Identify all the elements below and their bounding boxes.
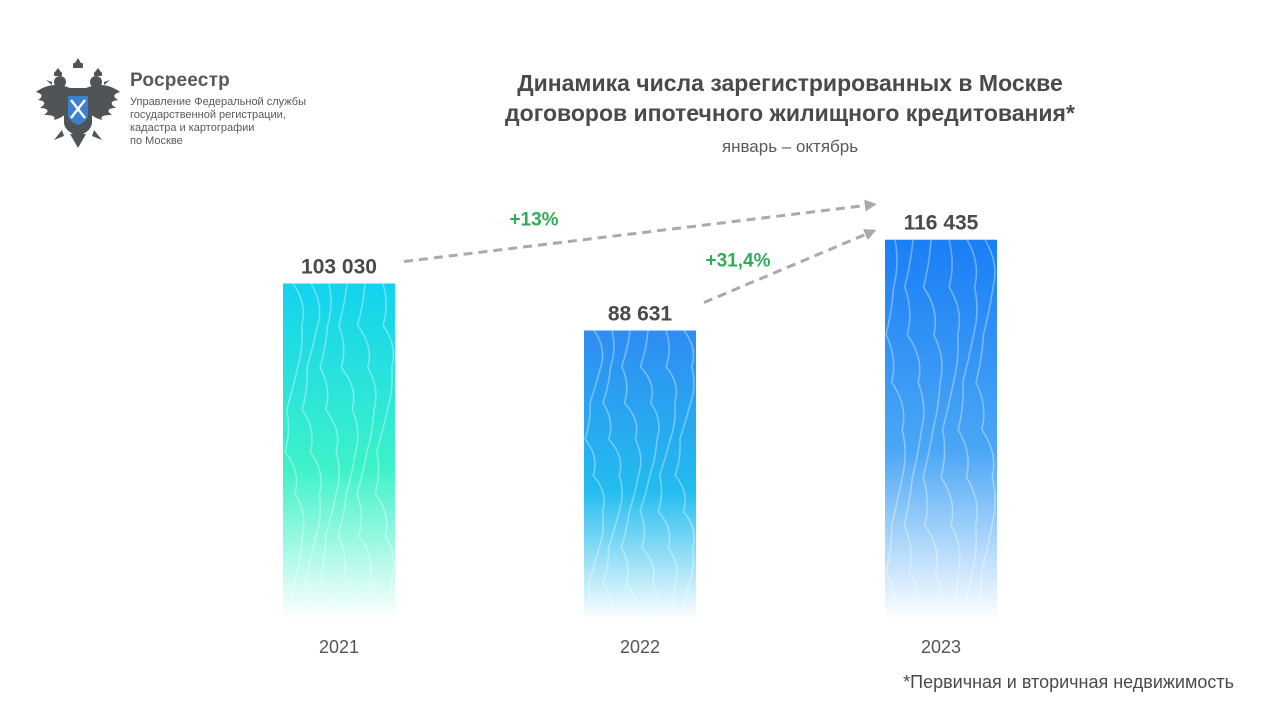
footnote: *Первичная и вторичная недвижимость: [903, 672, 1234, 692]
value-label-2021: 103 030: [301, 255, 377, 278]
value-label-2023: 116 435: [904, 212, 979, 235]
bar-2021: [283, 283, 395, 620]
value-label-2022: 88 631: [608, 303, 673, 326]
category-label-2022: 2022: [620, 637, 660, 657]
org-subtitle: Управление Федеральной службы государств…: [130, 96, 306, 147]
growth-arrow-2021-2023: [403, 199, 877, 263]
category-label-2021: 2021: [319, 637, 359, 657]
bar-2023: [885, 239, 997, 621]
bar-texture: [885, 239, 996, 621]
chart-subtitle: январь – октябрь: [721, 137, 859, 156]
growth-arrow-2022-2023: [703, 228, 877, 304]
org-name: Росреестр: [130, 70, 230, 91]
bar-texture: [284, 283, 395, 620]
double-headed-eagle-emblem-icon: [36, 58, 120, 148]
growth-label-2021-2023: +13%: [509, 209, 558, 230]
logo: Росреестр Управление Федеральной службы …: [34, 56, 324, 156]
bar-texture: [584, 330, 695, 620]
growth-label-2022-2023: +31,4%: [706, 251, 771, 272]
category-label-2023: 2023: [921, 637, 961, 657]
bar-2022: [584, 330, 696, 620]
chart-title: Динамика числа зарегистрированных в Моск…: [505, 70, 1075, 126]
